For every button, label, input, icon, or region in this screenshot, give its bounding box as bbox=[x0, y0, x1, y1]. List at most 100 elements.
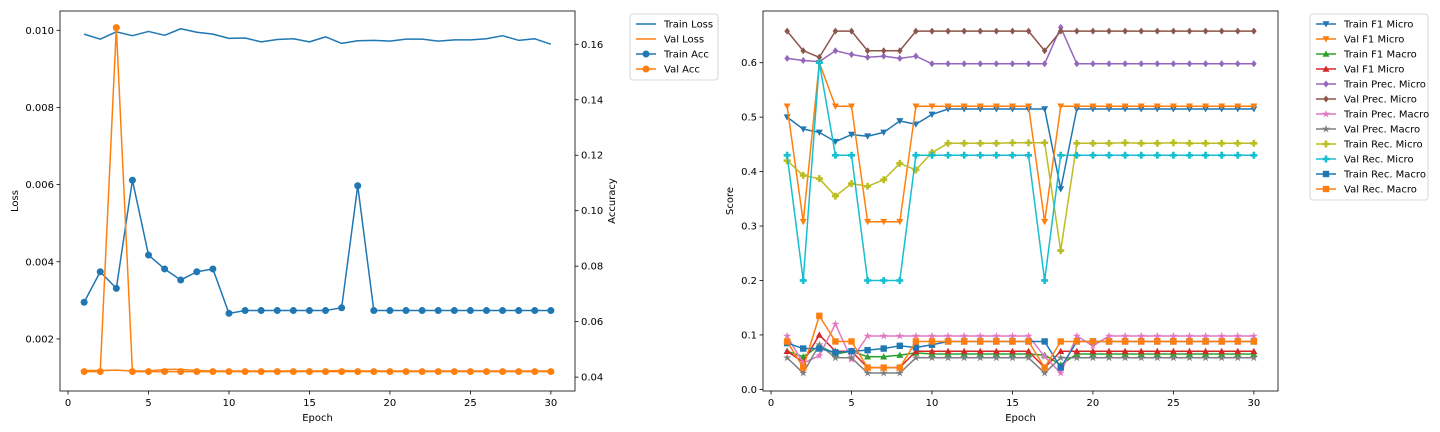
x-axis-label: Epoch bbox=[1005, 413, 1036, 424]
data-point bbox=[1217, 331, 1226, 340]
data-point bbox=[1122, 27, 1128, 35]
data-point bbox=[943, 331, 953, 340]
data-point bbox=[1233, 353, 1242, 362]
data-point bbox=[1040, 352, 1049, 361]
data-point bbox=[848, 338, 855, 345]
y-tick-label: 0.010 bbox=[25, 26, 54, 37]
data-point bbox=[993, 27, 1000, 35]
data-point bbox=[1170, 338, 1177, 345]
series-line-val-rec-macro bbox=[786, 315, 1254, 369]
series-line-val-prec-macro bbox=[786, 343, 1254, 374]
data-point bbox=[1153, 151, 1161, 159]
data-point bbox=[434, 368, 442, 376]
data-point bbox=[896, 351, 904, 358]
data-point bbox=[1041, 338, 1048, 345]
data-point bbox=[864, 218, 872, 226]
data-point bbox=[1121, 103, 1129, 110]
data-point bbox=[912, 347, 920, 355]
series-line-train-prec-micro bbox=[787, 26, 1254, 65]
data-point bbox=[1218, 151, 1226, 159]
data-point bbox=[1089, 139, 1097, 147]
legend-1: Train F1 Micro Val F1 Micro Train F1 Macro… bbox=[1309, 13, 1429, 201]
y-tick-label: 0.006 bbox=[25, 180, 54, 191]
x-axis-label: Epoch bbox=[302, 413, 333, 424]
legend-swatch-marker bbox=[1322, 140, 1330, 148]
legend-label: Val Acc bbox=[664, 65, 700, 76]
legend-swatch-marker bbox=[1322, 36, 1330, 43]
x-tick-label: 20 bbox=[1087, 398, 1100, 409]
plot-frame bbox=[59, 10, 576, 392]
data-point bbox=[466, 307, 474, 315]
data-point bbox=[913, 52, 919, 60]
data-point bbox=[1089, 103, 1097, 110]
data-point bbox=[799, 218, 807, 226]
data-point bbox=[863, 368, 872, 377]
data-point bbox=[784, 27, 790, 35]
data-point bbox=[832, 47, 839, 55]
data-point bbox=[960, 347, 968, 355]
data-point bbox=[1090, 60, 1096, 68]
data-point bbox=[1024, 331, 1033, 340]
x-tick-label: 15 bbox=[1006, 398, 1019, 409]
data-point bbox=[1073, 139, 1081, 147]
data-point bbox=[482, 368, 490, 376]
data-point bbox=[1072, 331, 1081, 340]
data-point bbox=[945, 60, 951, 68]
data-point bbox=[944, 338, 952, 345]
data-point bbox=[209, 265, 217, 273]
data-point bbox=[96, 268, 104, 276]
data-point bbox=[1073, 151, 1081, 159]
data-point bbox=[1105, 103, 1113, 110]
data-point bbox=[1057, 103, 1065, 110]
legend-swatch-marker bbox=[1322, 155, 1330, 163]
data-point bbox=[799, 171, 807, 179]
data-point bbox=[1234, 338, 1241, 345]
data-point bbox=[1122, 60, 1128, 68]
series-line-val-prec-micro bbox=[786, 30, 1254, 59]
legend-label: Train Prec. Micro bbox=[1343, 80, 1426, 91]
data-point bbox=[289, 368, 297, 376]
data-point bbox=[80, 368, 88, 376]
data-point bbox=[927, 331, 937, 340]
y-axis-label: Loss bbox=[10, 190, 21, 212]
data-point bbox=[928, 341, 936, 348]
data-point bbox=[209, 368, 217, 376]
legend-swatch-marker bbox=[1322, 65, 1330, 72]
data-point bbox=[1169, 139, 1177, 147]
data-point bbox=[547, 307, 555, 315]
data-point bbox=[161, 368, 169, 376]
data-point bbox=[482, 307, 490, 315]
data-point bbox=[880, 353, 888, 360]
data-point bbox=[1088, 341, 1098, 350]
data-point bbox=[1233, 331, 1242, 340]
data-point bbox=[354, 368, 362, 376]
legend-swatch-marker bbox=[1323, 80, 1329, 88]
series-line-train-acc bbox=[83, 179, 551, 315]
data-point bbox=[1104, 331, 1114, 340]
data-point bbox=[1008, 151, 1016, 159]
data-point bbox=[1089, 151, 1097, 159]
y-tick-label: 0.008 bbox=[25, 103, 54, 114]
data-point bbox=[913, 27, 919, 35]
y-right-tick-label: 0.04 bbox=[581, 373, 603, 384]
data-point bbox=[1218, 27, 1225, 35]
x-tick-label: 5 bbox=[848, 398, 854, 409]
data-point bbox=[225, 368, 233, 376]
data-point bbox=[912, 103, 920, 110]
legend-label: Val Rec. Micro bbox=[1344, 155, 1414, 166]
data-point bbox=[145, 368, 153, 376]
data-point bbox=[1153, 139, 1161, 147]
data-point bbox=[1009, 60, 1016, 68]
y-right-tick-label: 0.16 bbox=[581, 40, 603, 51]
data-point bbox=[1105, 347, 1113, 355]
data-point bbox=[177, 276, 185, 284]
data-point bbox=[1088, 353, 1098, 362]
y-right-tick-label: 0.14 bbox=[581, 95, 603, 106]
data-point bbox=[1185, 139, 1193, 147]
data-point bbox=[879, 331, 888, 340]
data-point bbox=[879, 368, 888, 377]
data-point bbox=[880, 345, 887, 352]
data-point bbox=[831, 151, 839, 159]
data-point bbox=[1217, 353, 1226, 362]
data-point bbox=[976, 103, 984, 110]
